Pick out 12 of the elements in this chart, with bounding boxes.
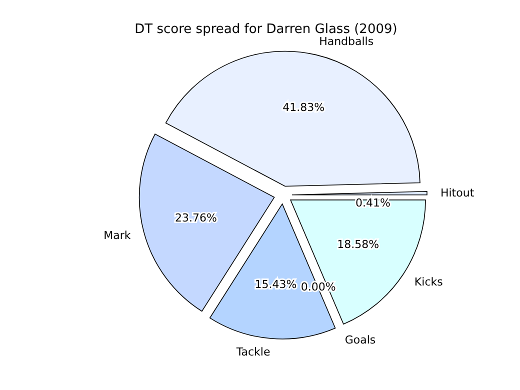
slice-label: Kicks bbox=[414, 275, 444, 288]
slice-label: Mark bbox=[104, 228, 132, 242]
data-label: 23.76% bbox=[175, 212, 217, 225]
slice-label: Hitout bbox=[440, 186, 475, 200]
data-label: 41.83% bbox=[282, 100, 325, 114]
category-label: Goals bbox=[344, 333, 376, 346]
data-label: 0.41% bbox=[356, 196, 390, 210]
data-label: 18.58% bbox=[337, 238, 380, 252]
data-label: 15.43% bbox=[254, 278, 297, 292]
slice-label: Handballs bbox=[319, 35, 374, 48]
chart-title: DT score spread for Darren Glass (2009) bbox=[134, 22, 398, 37]
slice-label: Tackle bbox=[235, 345, 270, 358]
